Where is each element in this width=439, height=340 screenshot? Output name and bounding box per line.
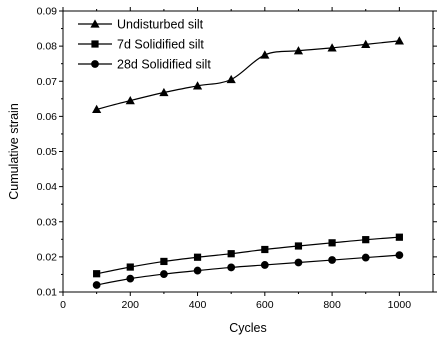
data-point-circle [260,261,269,269]
y-tick-label: 0.07 [37,76,58,88]
data-point-circle [294,258,303,267]
data-point-triangle [192,81,203,90]
x-tick-label: 400 [189,299,207,311]
data-point-square [294,242,303,250]
data-point-triangle [226,74,236,84]
data-point-square [395,233,403,241]
data-point-triangle [125,95,135,105]
legend-item: Undisturbed silt [78,18,204,32]
legend-marker-circle [91,60,99,68]
series-line [96,40,400,110]
data-point-triangle [293,46,304,55]
data-point-circle [193,266,202,275]
y-tick-label: 0.06 [37,111,58,123]
y-tick-label: 0.01 [37,287,58,299]
series-line [96,254,400,286]
series-triangle [92,36,404,114]
data-point-square [193,253,202,261]
legend-item: 7d Solidified silt [78,38,204,52]
data-point-square [362,236,370,244]
y-axis: 0.01 0.02 0.03 0.04 0.05 0.06 0.07 0.08 0.09 [37,6,437,299]
y-tick-label: 0.08 [37,41,58,53]
data-point-triangle [394,36,404,45]
data-point-circle [395,251,404,260]
data-point-triangle [92,104,102,114]
y-axis-title: Cumulative strain [7,103,21,200]
data-point-circle [328,256,336,264]
series-circle [92,251,404,289]
y-tick-label: 0.09 [37,6,58,18]
data-point-circle [126,274,135,283]
x-tick-label: 1000 [388,299,412,311]
x-tick-label: 0 [60,299,66,311]
data-point-circle [160,270,168,278]
data-point-circle [361,253,370,262]
legend-label: 7d Solidified silt [117,38,204,52]
series-square [93,233,403,278]
data-point-square [328,239,336,247]
legend-item: 28d Solidified silt [78,58,211,72]
data-point-triangle [361,39,371,49]
data-point-circle [227,263,236,272]
y-tick-label: 0.03 [37,216,58,228]
y-tick-label: 0.02 [37,251,58,263]
legend-marker-triangle [90,19,100,28]
plot-border [62,10,434,293]
x-tick-label: 200 [122,299,140,311]
data-point-triangle [327,43,337,52]
legend-label: Undisturbed silt [117,18,204,32]
data-point-triangle [159,87,169,97]
data-point-square [93,270,101,278]
y-tick-label: 0.04 [37,181,58,193]
x-tick-label: 800 [323,299,341,311]
x-axis: 0 200 400 600 800 1000 [60,7,411,311]
x-tick-label: 600 [256,299,274,311]
plot-frame [62,10,434,293]
data-point-square [160,257,168,266]
series-line [96,236,400,275]
legend: Undisturbed silt 7d Solidified silt 28d So… [78,18,211,72]
data-point-square [126,263,134,271]
legend-marker-square [91,40,99,48]
data-point-square [227,250,235,258]
legend-label: 28d Solidified silt [117,58,211,72]
y-tick-label: 0.05 [37,146,58,158]
data-point-triangle [260,50,270,59]
x-axis-title: Cycles [229,321,267,335]
data-point-square [261,245,269,254]
series-layer [92,36,404,289]
data-point-circle [92,281,101,289]
